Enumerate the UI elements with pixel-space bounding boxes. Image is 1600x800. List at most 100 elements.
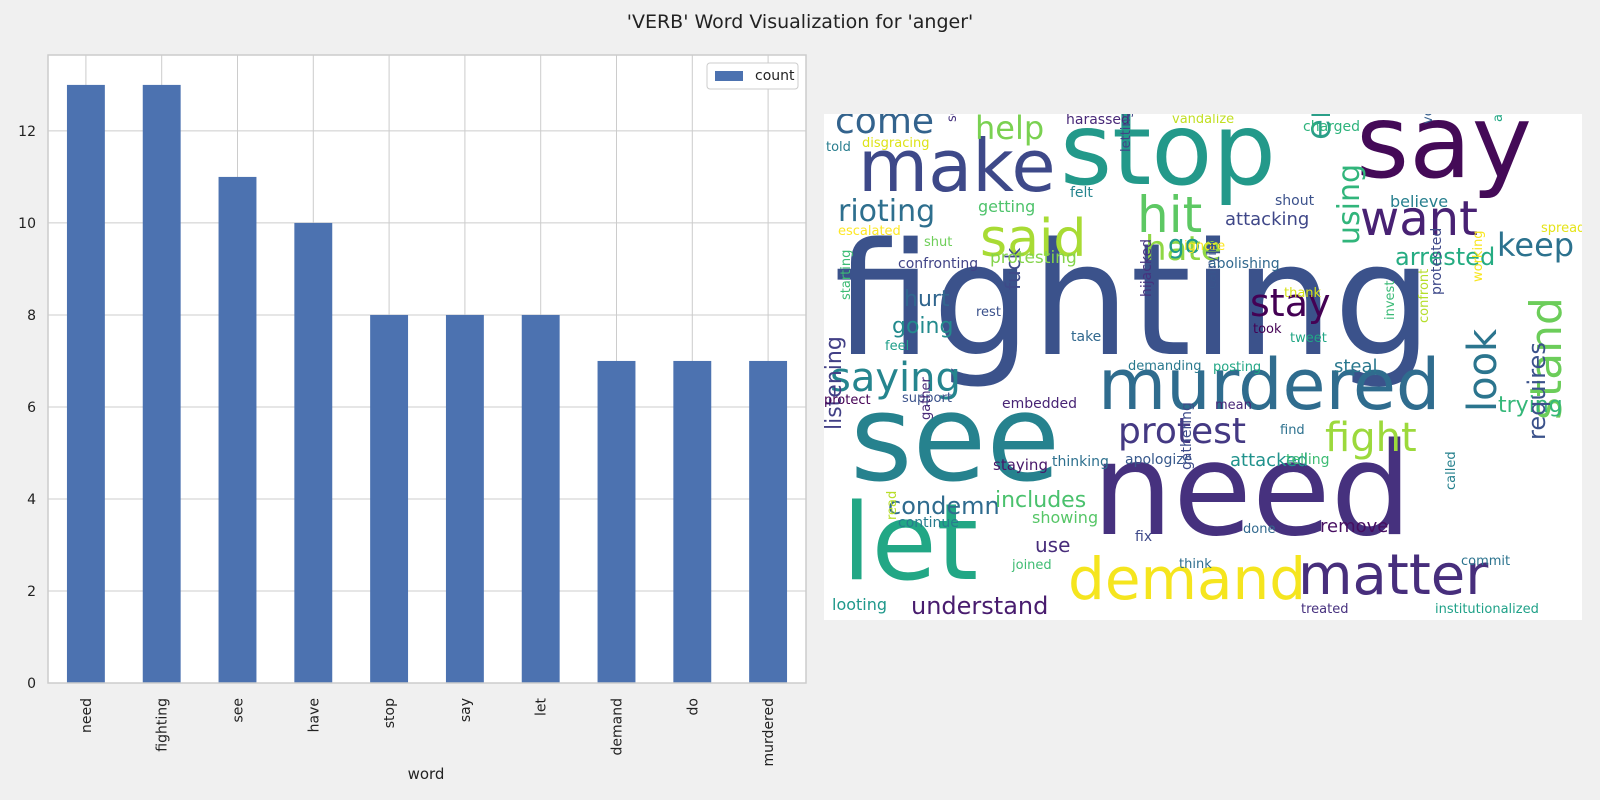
x-tick-label: have bbox=[306, 698, 322, 732]
cloud-word: showing bbox=[1032, 508, 1099, 527]
cloud-word: rest bbox=[976, 305, 1001, 320]
cloud-word: look bbox=[1460, 328, 1506, 412]
cloud-word: saying bbox=[830, 355, 961, 401]
cloud-word: hate bbox=[1145, 229, 1222, 269]
cloud-word: hijacked bbox=[1139, 238, 1155, 297]
figure-title: 'VERB' Word Visualization for 'anger' bbox=[626, 11, 974, 33]
cloud-word: treated bbox=[1301, 602, 1349, 617]
plot-frame bbox=[47, 54, 807, 684]
cloud-word: harassed bbox=[1066, 114, 1130, 128]
y-tick-label: 2 bbox=[27, 584, 36, 600]
x-tick-label: demand bbox=[610, 698, 626, 755]
cloud-word: read bbox=[885, 490, 900, 520]
cloud-word: took bbox=[1253, 322, 1282, 337]
cloud-word: come bbox=[835, 114, 935, 142]
cloud-word: vandalize bbox=[1172, 114, 1235, 127]
cloud-word: use bbox=[1035, 533, 1071, 557]
x-tick-label: do bbox=[685, 698, 701, 715]
cloud-word: let bbox=[842, 481, 979, 604]
bar-chart: 0 2 4 6 8 10 12 need fighting see have stop say let d… bbox=[18, 54, 807, 783]
cloud-word: charged bbox=[1303, 119, 1361, 135]
x-tick-label: stop bbox=[382, 698, 398, 728]
cloud-word: stay bbox=[1250, 281, 1331, 325]
cloud-word: telling bbox=[1286, 452, 1330, 468]
bar-let bbox=[521, 314, 560, 683]
cloud-word: fix bbox=[1135, 529, 1153, 545]
legend-swatch bbox=[715, 71, 743, 81]
cloud-word: hit bbox=[1137, 186, 1203, 244]
cloud-word: arrested bbox=[1395, 243, 1496, 271]
cloud-word: gather bbox=[919, 377, 934, 420]
bar-demand bbox=[597, 360, 636, 683]
bar-murdered bbox=[749, 360, 788, 683]
cloud-word: fighting bbox=[834, 209, 1433, 391]
cloud-word: support bbox=[902, 391, 952, 406]
cloud-word: letting bbox=[1119, 114, 1134, 152]
bars bbox=[66, 84, 788, 683]
y-axis-ticks: 0 2 4 6 8 10 12 bbox=[18, 124, 36, 692]
cloud-word: said bbox=[980, 209, 1087, 269]
x-axis-label: word bbox=[408, 765, 445, 783]
cloud-word: escalated bbox=[838, 224, 901, 239]
cloud-word: protesting bbox=[990, 248, 1077, 268]
y-tick-label: 12 bbox=[18, 124, 36, 140]
cloud-word: carrying bbox=[1205, 235, 1220, 289]
cloud-word: attacking bbox=[1225, 209, 1310, 230]
cloud-word: go bbox=[1168, 230, 1201, 260]
cloud-word: protect bbox=[824, 393, 871, 408]
cloud-word: say bbox=[1356, 114, 1533, 202]
cloud-word: getting bbox=[978, 197, 1036, 216]
cloud-word: confronting bbox=[898, 256, 979, 272]
x-tick-label: fighting bbox=[155, 698, 171, 752]
cloud-word: keep bbox=[1497, 226, 1575, 264]
cloud-word: take bbox=[1071, 329, 1102, 345]
x-axis-ticks: need fighting see have stop say let demand do mur… bbox=[79, 697, 777, 766]
cloud-word: institutionalized bbox=[1435, 602, 1539, 617]
cloud-word: invest bbox=[1383, 280, 1398, 320]
bar-say bbox=[445, 314, 484, 683]
cloud-word: attacked bbox=[1230, 450, 1309, 471]
cloud-word: protested bbox=[1429, 227, 1445, 295]
cloud-word: seen bbox=[945, 114, 960, 122]
x-tick-label: let bbox=[534, 697, 550, 716]
cloud-word: posting bbox=[1213, 360, 1262, 375]
word-cloud: fighting need see stop say let murdered make dem… bbox=[824, 114, 1582, 620]
bar-do bbox=[673, 360, 712, 683]
cloud-word: demanding bbox=[1128, 359, 1202, 374]
cloud-word: murdered bbox=[1098, 344, 1441, 426]
cloud-word: fight bbox=[1325, 415, 1417, 461]
cloud-word: stop bbox=[1060, 114, 1276, 208]
cloud-word: addressing bbox=[1491, 114, 1506, 122]
cloud-word: requires bbox=[1523, 342, 1551, 440]
y-tick-label: 0 bbox=[27, 676, 36, 692]
cloud-word: steal bbox=[1334, 356, 1378, 377]
legend-box bbox=[706, 62, 799, 90]
cloud-word: trying bbox=[1498, 393, 1563, 418]
y-tick-label: 10 bbox=[18, 216, 36, 232]
cloud-word: believe bbox=[1390, 192, 1449, 211]
cloud-word: feel bbox=[885, 339, 910, 354]
cloud-word: find bbox=[1280, 423, 1305, 438]
y-tick-label: 8 bbox=[27, 308, 36, 324]
cloud-word: commit bbox=[1461, 554, 1511, 569]
cloud-word: matter bbox=[1298, 543, 1489, 608]
cloud-word: help bbox=[975, 114, 1045, 147]
cloud-word: staying bbox=[993, 456, 1048, 474]
cloud-word: vote bbox=[1421, 114, 1436, 124]
cloud-word: understand bbox=[911, 592, 1049, 620]
cloud-word: ignore bbox=[1184, 239, 1226, 254]
cloud-word: think bbox=[1179, 557, 1212, 572]
cloud-word: tweet bbox=[1290, 331, 1327, 346]
cloud-word: rioting bbox=[838, 194, 936, 229]
x-tick-label: murdered bbox=[761, 698, 777, 766]
legend-label-count: count bbox=[755, 68, 795, 84]
cloud-word: looting bbox=[832, 595, 888, 614]
cloud-word: going bbox=[892, 314, 954, 339]
cloud-word: working bbox=[1471, 230, 1486, 282]
bar-need bbox=[66, 84, 105, 683]
cloud-word: see bbox=[850, 370, 1061, 509]
cloud-word: condemn bbox=[888, 492, 1000, 520]
x-tick-label: need bbox=[79, 698, 95, 733]
cloud-word: disgracing bbox=[862, 136, 930, 151]
cloud-word: protest bbox=[1118, 411, 1247, 452]
